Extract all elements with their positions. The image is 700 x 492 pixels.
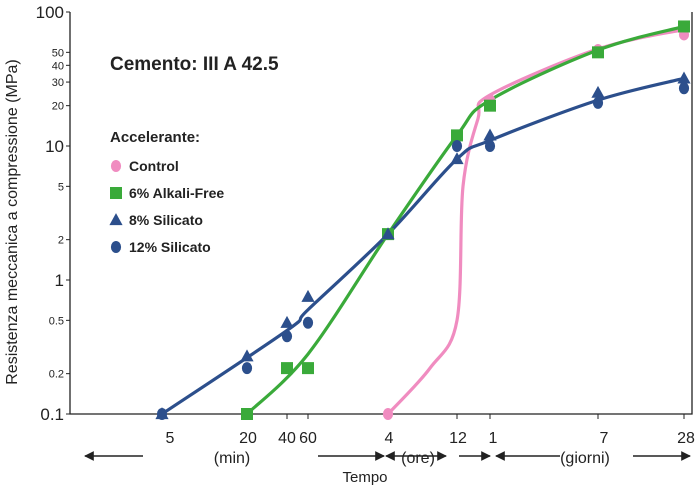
x-tick-label: 7: [600, 430, 609, 447]
marker-6-alkali-free: [451, 129, 463, 142]
legend-label: Control: [129, 158, 179, 174]
legend-symbol: [109, 213, 123, 226]
period-label: (min): [214, 450, 250, 467]
y-tick-label: 40: [52, 60, 64, 72]
marker-6-alkali-free: [281, 362, 293, 375]
marker-8-silicato: [381, 227, 395, 240]
x-tick-label: 12: [449, 430, 467, 447]
chart-legend: Accelerante: Control 6% Alkali-Free 8% Sili…: [109, 129, 224, 255]
y-tick-label: 0.2: [49, 369, 64, 381]
data-markers: [155, 20, 691, 420]
marker-12-silicato: [592, 96, 604, 109]
x-tick-label: 5: [166, 430, 175, 447]
legend-symbol: [110, 241, 122, 253]
legend-symbol: [110, 187, 122, 199]
marker-12-silicato: [678, 82, 690, 95]
y-tick-label: 5: [58, 181, 64, 193]
fitted-curves: [160, 24, 686, 416]
period-label: (giorni): [560, 450, 610, 467]
curve-silicato: [160, 76, 686, 416]
marker-8-silicato: [591, 85, 605, 98]
legend-label: 12% Silicato: [129, 239, 211, 255]
marker-8-silicato: [677, 71, 691, 84]
marker-8-silicato: [240, 349, 254, 362]
x-tick-label: 28: [677, 430, 695, 447]
marker-8-silicato: [301, 289, 315, 302]
y-tick-label: 2: [58, 235, 64, 247]
chart-title: Cemento: III A 42.5: [110, 54, 279, 75]
marker-12-silicato: [451, 140, 463, 152]
marker-6-alkali-free: [592, 46, 604, 59]
y-tick-label: 10: [45, 137, 64, 156]
marker-control: [382, 408, 394, 420]
marker-12-silicato: [156, 408, 168, 420]
y-tick-label: 1: [55, 271, 64, 290]
marker-8-silicato: [483, 128, 497, 141]
x-tick-label: 40: [278, 430, 296, 447]
y-tick-label: 0.1: [40, 405, 64, 424]
x-tick-label: 1: [489, 430, 498, 447]
y-tick-label: 20: [52, 101, 64, 113]
marker-6-alkali-free: [241, 408, 253, 420]
y-tick-label: 30: [52, 77, 64, 89]
legend-label: 6% Alkali-Free: [129, 185, 224, 201]
legend-label: 8% Silicato: [129, 212, 203, 228]
marker-6-alkali-free: [302, 362, 314, 375]
y-axis-label: Resistenza meccanica a compressione (MPa…: [4, 59, 21, 384]
period-label: (ore): [401, 450, 435, 467]
x-tick-label: 4: [385, 430, 394, 447]
marker-12-silicato: [302, 316, 314, 329]
y-tick-label: 0.5: [49, 315, 64, 327]
marker-8-silicato: [450, 152, 464, 165]
legend-symbol: [110, 160, 122, 172]
marker-12-silicato: [241, 362, 253, 375]
x-axis-title: Tempo: [342, 469, 387, 486]
marker-6-alkali-free: [484, 99, 496, 112]
x-tick-label: 60: [299, 430, 317, 447]
plot-frame: [69, 12, 693, 415]
marker-6-alkali-free: [678, 20, 690, 33]
marker-8-silicato: [280, 315, 294, 328]
y-tick-label: 100: [36, 3, 64, 22]
curve-6-alkali-free: [245, 24, 686, 416]
legend-title: Accelerante:: [110, 129, 200, 146]
marker-12-silicato: [484, 140, 496, 152]
x-tick-label: 20: [239, 430, 257, 447]
marker-12-silicato: [281, 330, 293, 343]
y-tick-label: 50: [52, 47, 64, 59]
